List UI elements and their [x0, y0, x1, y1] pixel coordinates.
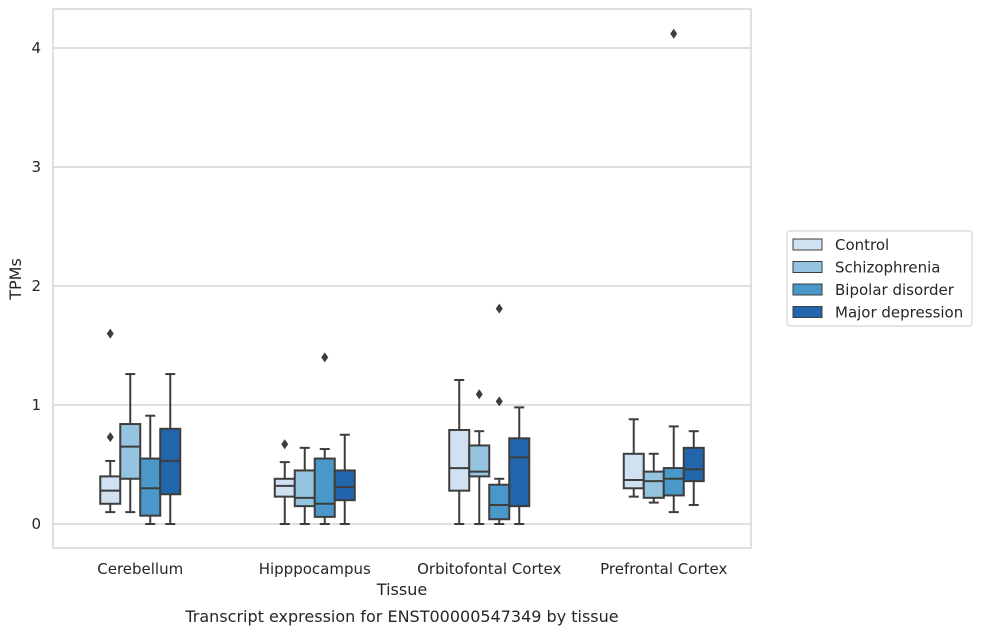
- box-iqr: [448, 428, 471, 492]
- box-bipolar-disorder: [488, 303, 511, 525]
- y-tick-label: 3: [31, 158, 41, 176]
- box-control: [622, 418, 645, 498]
- box-iqr: [508, 437, 531, 508]
- box-bipolar-disorder: [139, 414, 162, 525]
- y-tick-label: 1: [31, 396, 41, 414]
- x-axis-title: Tissue: [376, 580, 427, 599]
- box-iqr: [293, 469, 316, 508]
- legend-swatch: [792, 283, 823, 296]
- legend: Control Schizophrenia Bipolar disorder Majo…: [786, 230, 973, 327]
- outlier-point: [670, 28, 678, 39]
- legend-label: Schizophrenia: [835, 259, 940, 277]
- y-tick-label: 0: [31, 515, 41, 533]
- box-bipolar-disorder: [313, 352, 336, 525]
- box-iqr: [139, 457, 162, 517]
- box-iqr: [273, 477, 296, 498]
- legend-swatch: [792, 238, 823, 251]
- outlier-point: [106, 432, 114, 443]
- legend-item: Major depression: [792, 304, 963, 322]
- box-schizophrenia: [119, 373, 142, 514]
- box-major-depression: [159, 373, 182, 525]
- outlier-point: [495, 396, 503, 407]
- legend-item: Bipolar disorder: [792, 281, 955, 299]
- box-iqr: [642, 470, 665, 499]
- legend-swatch: [792, 306, 823, 318]
- legend-item: Control: [792, 236, 889, 254]
- outlier-point: [106, 328, 114, 339]
- box-control: [273, 439, 296, 525]
- outlier-point: [495, 303, 503, 314]
- x-tick-label: Orbitofontal Cortex: [417, 560, 561, 578]
- box-control: [99, 328, 122, 514]
- legend-item: Schizophrenia: [792, 259, 940, 277]
- box-iqr: [488, 483, 511, 521]
- y-tick-label: 4: [31, 39, 41, 57]
- box-schizophrenia: [642, 452, 665, 504]
- outlier-point: [475, 389, 483, 400]
- box-iqr: [622, 452, 645, 490]
- legend-label: Control: [835, 236, 889, 254]
- box-major-depression: [508, 406, 531, 525]
- box-control: [448, 379, 471, 525]
- outlier-point: [321, 352, 329, 363]
- box-major-depression: [682, 430, 705, 506]
- y-axis-ticks: 0 1 2 3 4: [31, 39, 41, 533]
- legend-label: Major depression: [835, 304, 963, 322]
- x-tick-label: Hipppocampus: [259, 560, 371, 578]
- x-tick-label: Prefrontal Cortex: [600, 560, 727, 578]
- box-iqr: [119, 423, 142, 480]
- legend-frame: [786, 230, 973, 327]
- legend-swatch: [792, 261, 823, 273]
- box-schizophrenia: [468, 389, 491, 525]
- outlier-point: [281, 439, 289, 450]
- y-tick-label: 2: [31, 277, 41, 295]
- boxes: [99, 28, 705, 525]
- chart-caption: Transcript expression for ENST0000054734…: [184, 607, 618, 626]
- box-iqr: [468, 444, 491, 478]
- box-iqr: [662, 467, 685, 497]
- box-major-depression: [333, 433, 356, 525]
- plot-frame: [52, 8, 752, 549]
- x-axis-ticks: Cerebellum Hipppocampus Orbitofontal Corte…: [97, 560, 727, 578]
- x-tick-label: Cerebellum: [97, 560, 183, 578]
- legend-label: Bipolar disorder: [835, 281, 955, 299]
- legend-items: Control Schizophrenia Bipolar disorder Majo…: [792, 236, 963, 322]
- box-iqr: [333, 469, 356, 502]
- y-axis-title: TPMs: [6, 258, 25, 301]
- box-iqr: [682, 446, 705, 483]
- box-iqr: [313, 457, 336, 518]
- box-schizophrenia: [293, 446, 316, 525]
- grid-lines: [53, 47, 751, 525]
- box-bipolar-disorder: [662, 28, 685, 514]
